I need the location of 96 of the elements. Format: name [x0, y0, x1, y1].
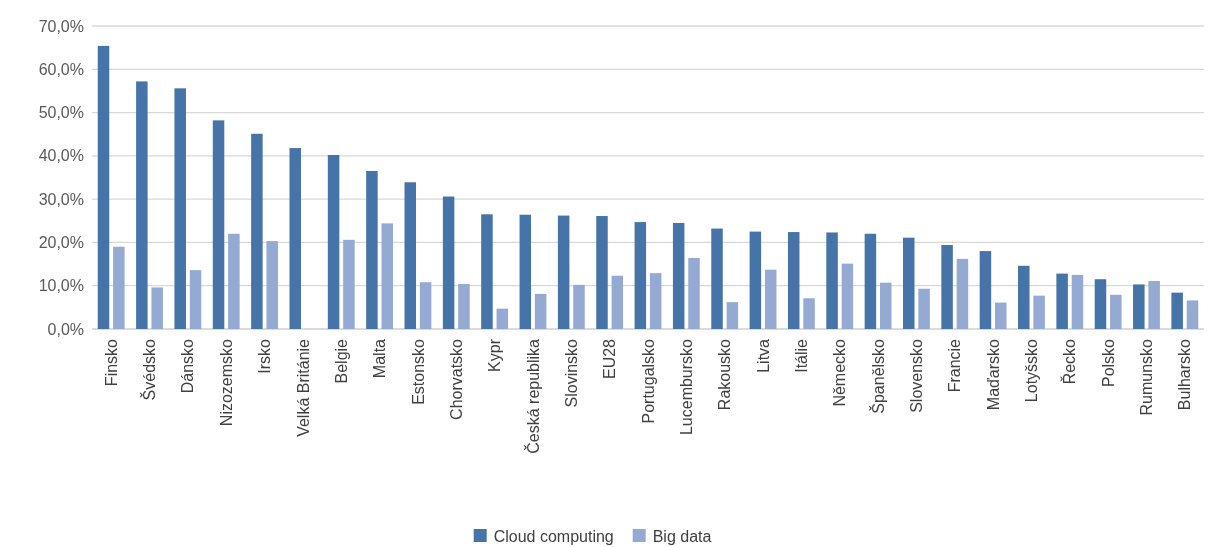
bar	[979, 251, 992, 329]
y-tick-label: 50,0%	[38, 104, 84, 122]
bar	[787, 232, 800, 329]
x-tick-label: Belgie	[332, 338, 350, 384]
bar	[442, 196, 455, 329]
bar	[481, 214, 493, 329]
bar	[419, 282, 432, 329]
x-tick-label: Dánsko	[179, 338, 197, 394]
bar	[289, 148, 301, 329]
x-tick-label: Rakousko	[716, 338, 734, 411]
bar	[557, 215, 570, 329]
bar	[212, 120, 225, 329]
bar	[864, 233, 877, 329]
x-tick-label: Řecko	[1060, 338, 1079, 385]
bar	[826, 232, 838, 329]
x-tick-label: Slovensko	[908, 338, 926, 413]
bar	[496, 308, 509, 329]
bar	[404, 182, 417, 329]
bar	[458, 283, 470, 329]
bar	[97, 45, 110, 329]
bar	[1133, 284, 1145, 329]
bar	[174, 88, 186, 329]
x-tick-label: Velká Británie	[294, 338, 312, 437]
bar	[879, 282, 892, 329]
x-tick-label: Kypr	[486, 338, 504, 372]
x-tick-label: Francie	[946, 338, 964, 393]
y-tick-label: 30,0%	[38, 190, 84, 208]
x-tick-label: Estonsko	[409, 338, 427, 405]
bar	[611, 275, 624, 329]
bar	[228, 233, 240, 329]
bar	[381, 223, 394, 329]
x-tick-label: EU28	[601, 338, 619, 380]
y-tick-label: 10,0%	[38, 277, 84, 295]
x-tick-label: Lotyšsko	[1023, 338, 1041, 403]
bar	[749, 231, 762, 329]
bar	[519, 214, 532, 329]
bar	[343, 239, 355, 329]
bar	[1094, 279, 1107, 329]
bar	[1056, 273, 1068, 329]
x-tick-label: Nizozemsko	[217, 338, 235, 427]
bar	[803, 298, 815, 329]
bar	[327, 154, 340, 329]
y-tick-label: 20,0%	[38, 234, 84, 252]
bar	[189, 270, 202, 329]
bar	[1186, 300, 1199, 329]
x-tick-label: Finsko	[102, 338, 120, 387]
bar	[956, 258, 969, 329]
bar	[1018, 265, 1030, 329]
bar	[764, 269, 777, 329]
bar	[941, 245, 953, 329]
x-tick-label: Rumunsko	[1138, 338, 1156, 416]
bar	[995, 302, 1007, 329]
x-tick-label: Portugalsko	[639, 338, 657, 424]
bar	[902, 237, 915, 329]
bar	[711, 228, 723, 329]
bar	[136, 81, 148, 329]
x-tick-label: Chorvatsko	[447, 338, 465, 420]
x-tick-label: Malta	[371, 338, 389, 379]
bar	[649, 273, 662, 329]
bar	[151, 287, 163, 329]
x-tick-label: Itálie	[792, 338, 810, 373]
bar	[596, 216, 608, 329]
x-tick-label: Španělsko	[868, 338, 887, 414]
x-tick-label: Německo	[831, 338, 849, 407]
bar	[672, 222, 685, 329]
x-tick-label: Česká republika	[523, 338, 542, 454]
bar	[1148, 280, 1160, 329]
bar	[841, 263, 854, 329]
x-tick-label: Polsko	[1099, 338, 1117, 388]
bar	[1033, 295, 1045, 329]
y-tick-label: 40,0%	[38, 147, 84, 165]
bar	[366, 171, 378, 329]
bar	[688, 258, 700, 329]
y-tick-label: 70,0%	[38, 17, 84, 35]
bar	[534, 293, 547, 329]
x-tick-label: Maďarsko	[984, 338, 1002, 411]
legend-label: Big data	[652, 527, 712, 545]
x-tick-label: Slovinsko	[562, 338, 580, 408]
bar	[918, 288, 930, 329]
legend-label: Cloud computing	[493, 527, 614, 545]
x-tick-label: Bulharsko	[1176, 338, 1194, 411]
bar	[573, 284, 585, 329]
bar	[1171, 292, 1183, 329]
bar	[113, 246, 125, 329]
bar	[251, 133, 263, 329]
y-tick-label: 0,0%	[47, 320, 84, 338]
bar	[1071, 274, 1084, 329]
x-tick-label: Irsko	[256, 338, 274, 374]
x-tick-label: Lucembursko	[677, 338, 695, 436]
y-tick-label: 60,0%	[38, 60, 84, 78]
x-tick-label: Švédsko	[140, 338, 159, 401]
bar	[634, 222, 647, 329]
bar	[1110, 294, 1122, 329]
bar	[726, 302, 739, 329]
x-tick-label: Litva	[754, 338, 772, 373]
bar	[266, 241, 278, 329]
